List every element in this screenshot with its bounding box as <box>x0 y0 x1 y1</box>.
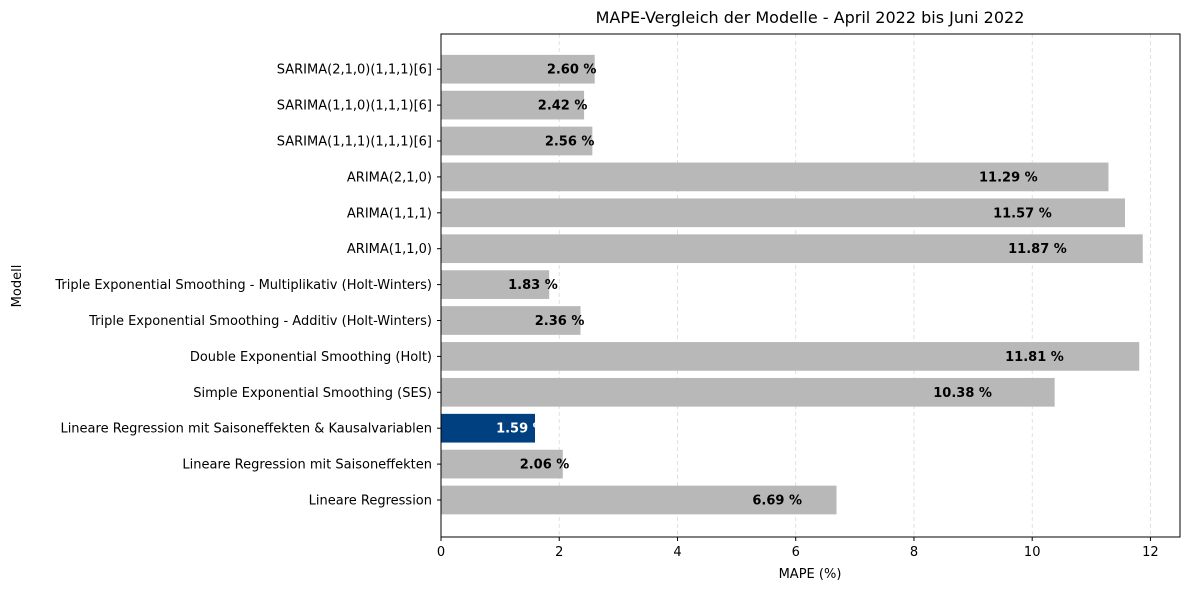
bar-11 <box>441 90 585 120</box>
category-label-7: ARIMA(1,1,0) <box>347 242 432 257</box>
value-label-0: 6.69 % <box>752 494 802 509</box>
x-tick-label-5: 10 <box>1024 545 1041 560</box>
x-tick-label-6: 12 <box>1142 545 1159 560</box>
category-label-1: Lineare Regression mit Saisoneffekten <box>182 458 432 473</box>
value-label-11: 2.42 % <box>538 99 588 114</box>
plot-frame <box>440 33 1181 538</box>
value-label-6: 1.83 % <box>508 278 558 293</box>
category-label-2: Lineare Regression mit Saisoneffekten & … <box>60 422 432 437</box>
bar-3 <box>441 377 1055 407</box>
category-label-0: Lineare Regression <box>309 494 432 509</box>
value-label-8: 11.57 % <box>993 206 1052 221</box>
value-label-10: 2.56 % <box>545 135 595 150</box>
bar-12 <box>441 54 595 84</box>
category-label-12: SARIMA(2,1,0)(1,1,1)[6] <box>277 63 432 78</box>
value-label-9: 11.29 % <box>979 170 1038 185</box>
value-label-1: 2.06 % <box>520 458 570 473</box>
bar-6 <box>441 270 550 299</box>
bar-0 <box>441 485 837 515</box>
value-label-4: 11.81 % <box>1005 350 1064 365</box>
bar-5 <box>441 306 581 335</box>
value-label-12: 2.60 % <box>547 63 597 78</box>
category-label-11: SARIMA(1,1,0)(1,1,1)[6] <box>277 99 432 114</box>
axes: Lineare Regression Lineare Regression mit… <box>54 33 1181 560</box>
category-label-9: ARIMA(2,1,0) <box>347 170 432 185</box>
x-tick-label-2: 4 <box>673 545 681 560</box>
x-tick-label-4: 8 <box>910 545 918 560</box>
value-label-2: 1.59 % <box>496 422 546 437</box>
bar-9 <box>441 162 1109 192</box>
category-label-6: Triple Exponential Smoothing - Multiplik… <box>54 278 432 293</box>
value-label-5: 2.36 % <box>535 314 585 329</box>
value-label-7: 11.87 % <box>1008 242 1067 257</box>
bars: 6.69 % 2.06 % 1.59 % 10.38 % 11.81 % 2.36 % 1.… <box>441 54 1143 515</box>
x-axis-label: MAPE (%) <box>779 567 842 582</box>
bar-10 <box>441 126 593 156</box>
bar-4 <box>441 342 1140 371</box>
category-label-10: SARIMA(1,1,1)(1,1,1)[6] <box>277 135 432 150</box>
category-label-3: Simple Exponential Smoothing (SES) <box>193 386 432 401</box>
category-label-4: Double Exponential Smoothing (Holt) <box>190 350 432 365</box>
bar-2 <box>441 413 536 443</box>
bar-1 <box>441 449 563 479</box>
value-label-3: 10.38 % <box>933 386 992 401</box>
y-axis-label: Modell <box>10 265 25 308</box>
x-tick-label-0: 0 <box>437 545 445 560</box>
chart-title: MAPE-Vergleich der Modelle - April 2022 … <box>596 8 1025 27</box>
x-tick-label-1: 2 <box>555 545 563 560</box>
bar-7 <box>441 234 1143 264</box>
category-label-5: Triple Exponential Smoothing - Additiv (… <box>88 314 432 329</box>
bar-8 <box>441 198 1126 228</box>
x-tick-label-3: 6 <box>792 545 800 560</box>
category-label-8: ARIMA(1,1,1) <box>347 206 432 221</box>
